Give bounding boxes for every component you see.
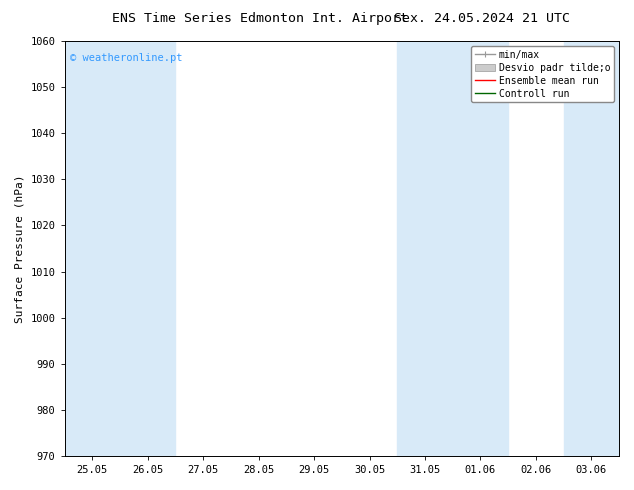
Bar bbox=[564, 41, 619, 456]
Text: Sex. 24.05.2024 21 UTC: Sex. 24.05.2024 21 UTC bbox=[394, 12, 570, 25]
Bar bbox=[398, 41, 508, 456]
Y-axis label: Surface Pressure (hPa): Surface Pressure (hPa) bbox=[15, 174, 25, 323]
Bar bbox=[65, 41, 176, 456]
Text: © weatheronline.pt: © weatheronline.pt bbox=[70, 53, 183, 64]
Text: ENS Time Series Edmonton Int. Airport: ENS Time Series Edmonton Int. Airport bbox=[112, 12, 408, 25]
Legend: min/max, Desvio padr tilde;o, Ensemble mean run, Controll run: min/max, Desvio padr tilde;o, Ensemble m… bbox=[472, 46, 614, 102]
